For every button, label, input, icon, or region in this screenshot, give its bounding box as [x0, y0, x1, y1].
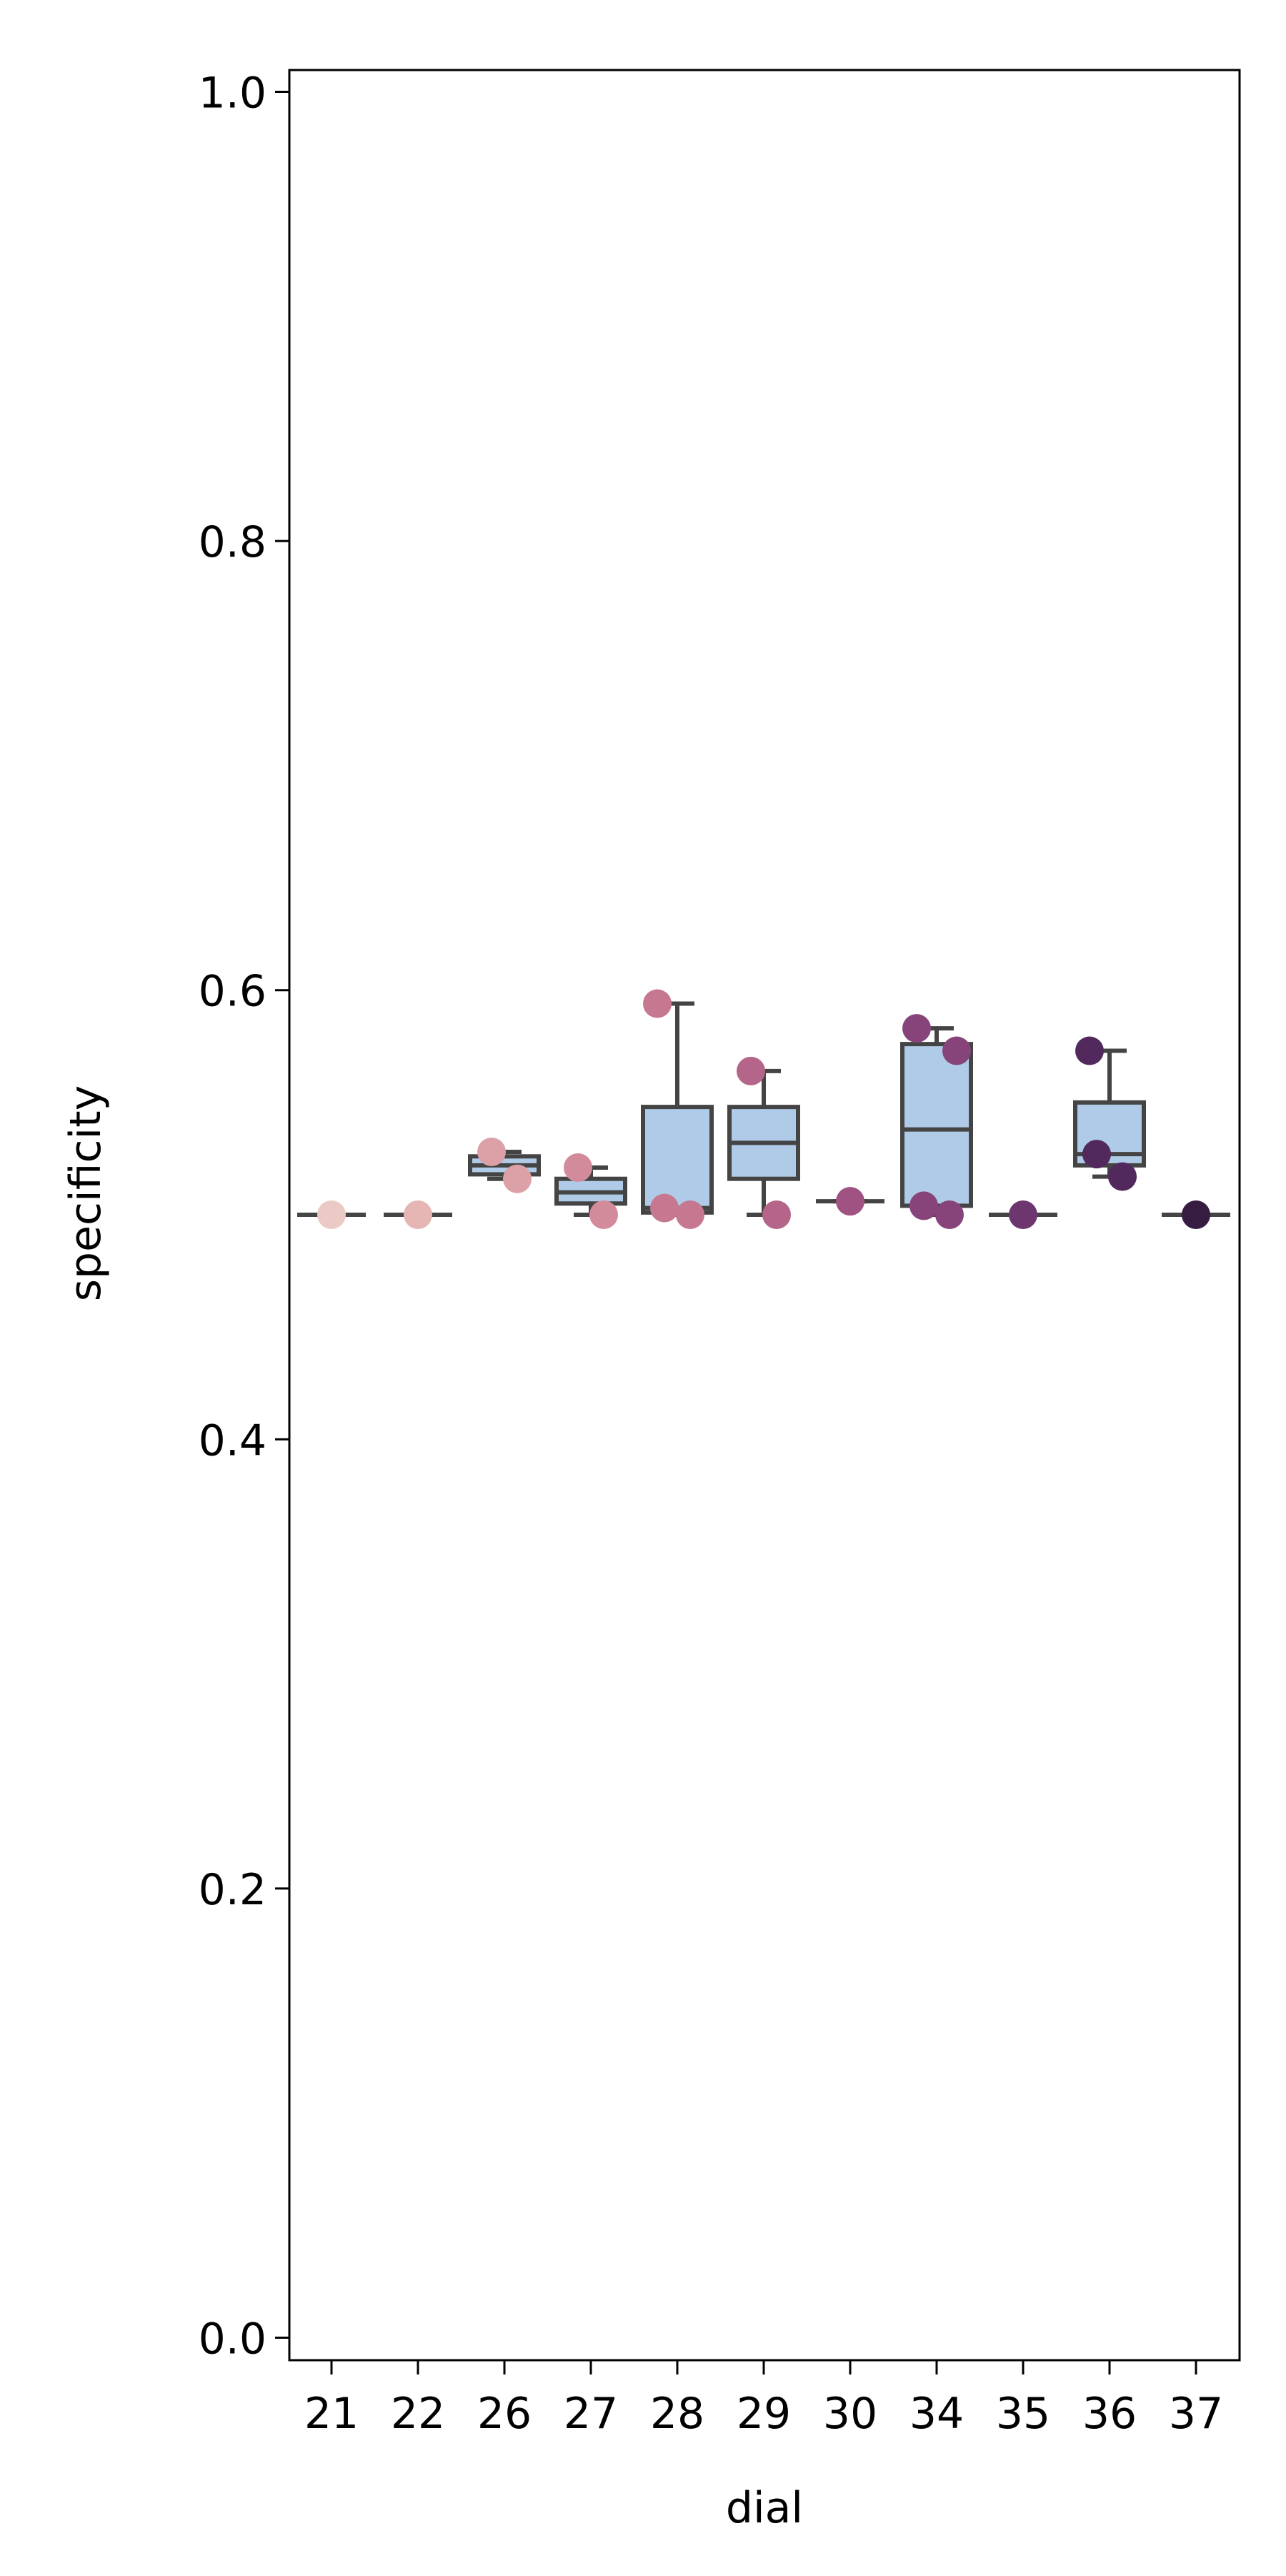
data-point-34 [902, 1014, 931, 1043]
x-tick-label: 22 [391, 2389, 445, 2439]
x-tick-label: 21 [304, 2389, 359, 2439]
x-tick-label: 36 [1082, 2389, 1137, 2439]
x-tick-label: 28 [650, 2389, 704, 2439]
data-point-26 [503, 1164, 532, 1193]
y-tick-label: 0.4 [199, 1416, 266, 1466]
box-34 [900, 1026, 973, 1217]
data-point-27 [564, 1153, 592, 1182]
axes: 0.0 0.2 0.4 0.6 0.8 1.0 21 22 26 27 28 29 30 34 35 36 37 [199, 69, 1224, 2440]
y-tick-label: 0.2 [199, 1865, 266, 1915]
y-tick-label: 0.8 [199, 517, 266, 567]
x-tick-label: 29 [737, 2389, 791, 2439]
data-point-36 [1075, 1036, 1104, 1065]
data-point-35 [1009, 1200, 1037, 1229]
data-point-27 [589, 1200, 618, 1229]
data-point-34 [935, 1200, 964, 1229]
data-point-34 [909, 1191, 938, 1220]
data-point-29 [762, 1200, 791, 1229]
box-body [900, 1042, 973, 1208]
data-point-28 [650, 1193, 679, 1223]
x-tick-label: 30 [823, 2389, 877, 2439]
x-tick-label: 35 [996, 2389, 1050, 2439]
data-point-28 [643, 989, 672, 1018]
box-28 [641, 1001, 714, 1217]
x-axis-label: dial [726, 2483, 803, 2533]
data-point-36 [1082, 1140, 1111, 1169]
data-point-30 [836, 1187, 864, 1216]
x-tick-label: 37 [1169, 2389, 1223, 2439]
y-axis-label: specificity [61, 1085, 111, 1301]
plot-area [297, 989, 1230, 1229]
data-point-28 [676, 1200, 704, 1229]
x-tick-label: 26 [477, 2389, 532, 2439]
data-point-22 [404, 1200, 432, 1229]
box-body [641, 1105, 714, 1215]
y-tick-label: 0.0 [199, 2314, 266, 2364]
data-point-26 [477, 1137, 506, 1166]
data-point-36 [1108, 1162, 1137, 1191]
x-tick-label: 34 [909, 2389, 964, 2439]
data-point-21 [317, 1200, 346, 1229]
data-point-34 [942, 1036, 971, 1065]
y-tick-label: 1.0 [199, 69, 266, 119]
data-point-37 [1182, 1200, 1210, 1229]
data-point-29 [737, 1056, 765, 1085]
x-tick-label: 27 [564, 2389, 618, 2439]
y-tick-label: 0.6 [199, 967, 266, 1017]
